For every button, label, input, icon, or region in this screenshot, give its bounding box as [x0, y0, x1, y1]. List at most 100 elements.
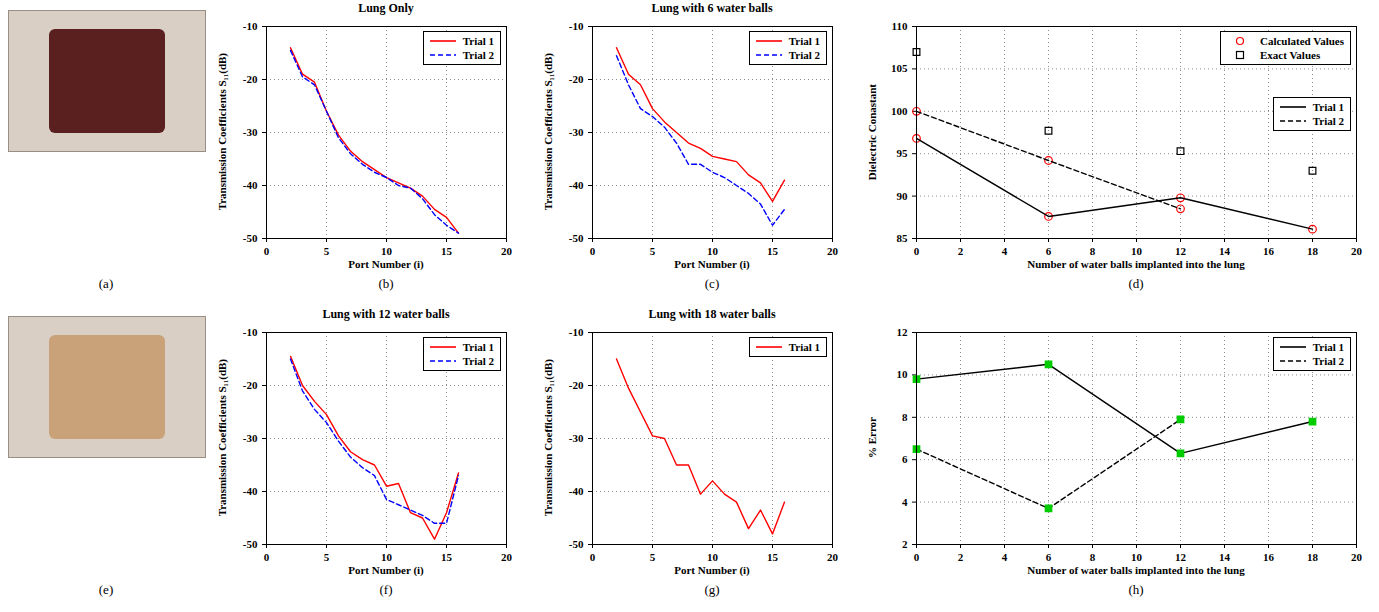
svg-text:-40: -40: [569, 179, 584, 191]
svg-text:18: 18: [1307, 245, 1319, 257]
svg-text:-20: -20: [569, 73, 584, 85]
html-text:Trial 2: Trial 2: [462, 49, 494, 61]
svg-text:10: 10: [381, 551, 393, 563]
svg-text:2: 2: [902, 538, 908, 550]
svg-text:-10: -10: [243, 20, 258, 32]
svg-text:15: 15: [441, 245, 453, 257]
svg-text:-50: -50: [569, 538, 584, 550]
svg-text:6: 6: [902, 453, 908, 465]
svg-text:-20: -20: [243, 73, 258, 85]
svg-text:12: 12: [1175, 245, 1187, 257]
svg-text:4: 4: [902, 496, 908, 508]
svg-text:6: 6: [1046, 245, 1052, 257]
svg-text:5: 5: [650, 245, 656, 257]
svg-text:10: 10: [707, 245, 719, 257]
svg-text:8: 8: [1090, 245, 1096, 257]
svg-text:10: 10: [1131, 245, 1143, 257]
html-text:(e): (e): [98, 582, 114, 597]
svg-text:-40: -40: [243, 179, 258, 191]
svg-text:10: 10: [1131, 551, 1143, 563]
svg-text:-30: -30: [569, 126, 584, 138]
svg-text:12: 12: [897, 326, 909, 338]
svg-text:10: 10: [897, 368, 909, 380]
svg-text:90: 90: [897, 190, 909, 202]
svg-text:-30: -30: [569, 432, 584, 444]
svg-text:-50: -50: [243, 538, 258, 550]
svg-text:20: 20: [501, 551, 513, 563]
html-text:Trial 2: Trial 2: [1312, 115, 1344, 127]
svg-text:2: 2: [958, 551, 964, 563]
html-text:(f): (f): [379, 582, 393, 597]
svg-text:-20: -20: [569, 379, 584, 391]
html-text:Exact Values: Exact Values: [1260, 49, 1321, 61]
html-text:Transmission Coefficients S₁₁(: Transmission Coefficients S₁₁(dB): [542, 53, 554, 211]
html-text:Lung with 6 water balls: Lung with 6 water balls: [651, 1, 773, 15]
html-text:Number of water balls implante: Number of water balls implanted into the…: [1027, 258, 1245, 270]
svg-text:14: 14: [1219, 245, 1231, 257]
svg-text:0: 0: [914, 245, 920, 257]
html-text:(h): (h): [1128, 582, 1144, 597]
html-text:Transmission Coefficients S₁₁(: Transmission Coefficients S₁₁(dB): [216, 53, 228, 211]
svg-text:8: 8: [902, 411, 908, 423]
html-text:(b): (b): [378, 276, 394, 291]
svg-text:15: 15: [767, 551, 779, 563]
svg-text:20: 20: [827, 245, 839, 257]
svg-text:0: 0: [914, 551, 920, 563]
svg-text:20: 20: [1351, 245, 1363, 257]
svg-text:8: 8: [1090, 551, 1096, 563]
svg-text:18: 18: [1307, 551, 1319, 563]
svg-text:20: 20: [501, 245, 513, 257]
svg-text:15: 15: [441, 551, 453, 563]
svg-text:0: 0: [264, 245, 270, 257]
html-text:(a): (a): [98, 276, 114, 291]
html-text:(c): (c): [704, 276, 720, 291]
svg-text:14: 14: [1219, 551, 1231, 563]
svg-text:2: 2: [958, 245, 964, 257]
svg-text:5: 5: [324, 245, 330, 257]
svg-text:-40: -40: [243, 485, 258, 497]
svg-text:110: 110: [892, 20, 908, 32]
html-text:Port Number (i): Port Number (i): [674, 258, 750, 270]
svg-text:4: 4: [1002, 245, 1008, 257]
svg-text:-10: -10: [243, 326, 258, 338]
svg-text:-50: -50: [569, 232, 584, 244]
svg-text:100: 100: [891, 105, 908, 117]
html-text:Trial 2: Trial 2: [788, 49, 820, 61]
svg-text:20: 20: [827, 551, 839, 563]
svg-text:20: 20: [1351, 551, 1363, 563]
svg-text:-30: -30: [243, 126, 258, 138]
html-text:Dielectric Conastant: Dielectric Conastant: [866, 83, 878, 181]
svg-text:-20: -20: [243, 379, 258, 391]
svg-text:15: 15: [767, 245, 779, 257]
svg-text:0: 0: [590, 551, 596, 563]
svg-text:10: 10: [381, 245, 393, 257]
svg-text:105: 105: [891, 62, 908, 74]
svg-text:0: 0: [264, 551, 270, 563]
svg-text:0: 0: [590, 245, 596, 257]
html-text:Calculated Values: Calculated Values: [1260, 35, 1344, 47]
html-text:Trial 1: Trial 1: [1312, 101, 1344, 113]
html-text:(g): (g): [704, 582, 720, 597]
svg-text:-50: -50: [243, 232, 258, 244]
html-text:Lung with 12 water balls: Lung with 12 water balls: [322, 307, 450, 321]
svg-text:12: 12: [1175, 551, 1187, 563]
svg-text:6: 6: [1046, 551, 1052, 563]
svg-text:-40: -40: [569, 485, 584, 497]
svg-text:95: 95: [897, 147, 909, 159]
svg-text:-10: -10: [569, 326, 584, 338]
svg-text:-10: -10: [569, 20, 584, 32]
html-text:Trial 1: Trial 1: [788, 35, 820, 47]
svg-text:85: 85: [897, 232, 909, 244]
svg-text:5: 5: [324, 551, 330, 563]
svg-text:10: 10: [707, 551, 719, 563]
html-text:Lung Only: Lung Only: [358, 1, 414, 15]
svg-text:4: 4: [1002, 551, 1008, 563]
svg-text:16: 16: [1263, 245, 1275, 257]
svg-text:-30: -30: [243, 432, 258, 444]
svg-text:16: 16: [1263, 551, 1275, 563]
html-text:Lung with 18 water balls: Lung with 18 water balls: [648, 307, 776, 321]
html-text:Port Number (i): Port Number (i): [348, 258, 424, 270]
svg-text:5: 5: [650, 551, 656, 563]
html-text:(d): (d): [1128, 276, 1144, 291]
html-text:Trial 1: Trial 1: [462, 35, 494, 47]
